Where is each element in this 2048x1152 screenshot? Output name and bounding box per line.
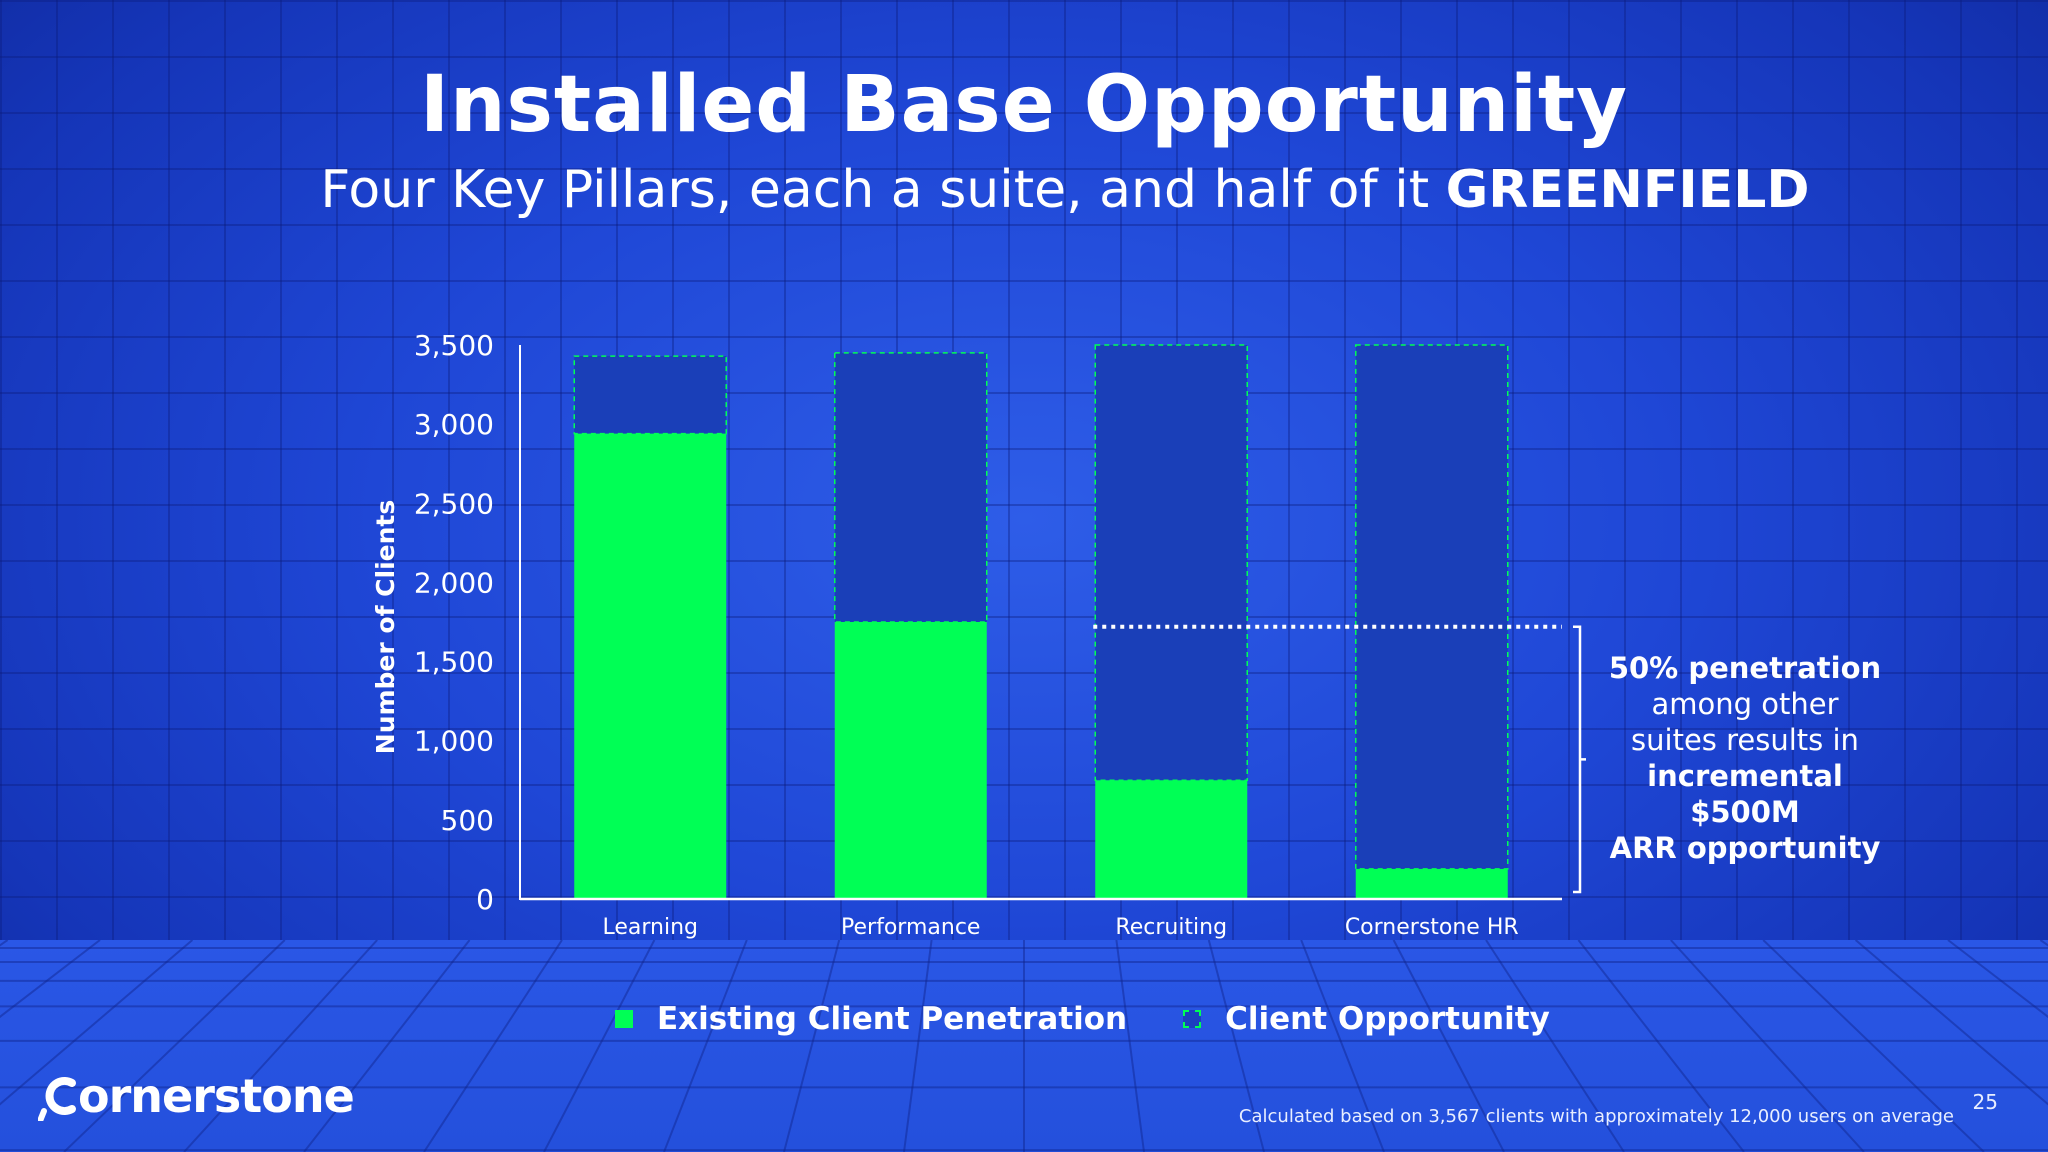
- y-axis-label: Number of Clients: [371, 500, 400, 754]
- annotation-line-4: incremental: [1647, 759, 1843, 793]
- x-tick-label-2: Recruiting: [1115, 915, 1227, 940]
- legend-label-existing: Existing Client Penetration: [657, 1001, 1128, 1037]
- annotation-bracket: [1573, 625, 1586, 894]
- legend-item-existing: Existing Client Penetration: [615, 1001, 1127, 1037]
- chart-legend: Existing Client Penetration Client Oppor…: [615, 997, 1606, 1041]
- legend-swatch-existing: [615, 1010, 633, 1028]
- bar-existing-1: [834, 622, 987, 899]
- y-tick-label-4: 2,000: [414, 566, 494, 599]
- y-tick-label-0: 0: [476, 883, 494, 916]
- bar-existing-3: [1355, 868, 1508, 899]
- bar-opportunity-0: [573, 355, 727, 435]
- annotation-line-6: ARR opportunity: [1609, 831, 1881, 865]
- footnote: Calculated based on 3,567 clients with a…: [1238, 1106, 1954, 1127]
- axes-group: Learning Performance Recruiting Cornerstone…: [371, 329, 1586, 940]
- penetration-annotation: 50% penetration among other suites resul…: [1590, 650, 1900, 866]
- bar-existing-0: [574, 433, 727, 899]
- annotation-line-3: suites results in: [1631, 723, 1859, 757]
- bar-opportunity-3: [1355, 344, 1509, 870]
- y-tick-label-7: 3,500: [414, 329, 494, 362]
- legend-item-opportunity: Client Opportunity: [1183, 1001, 1550, 1037]
- cornerstone-c-logo-icon: [38, 1077, 76, 1121]
- background-floor: [0, 940, 2048, 1152]
- page-number: 25: [1972, 1090, 1998, 1114]
- annotation-line-1: 50% penetration: [1608, 651, 1882, 685]
- logo-wordmark: ornerstone: [78, 1069, 355, 1123]
- y-tick-label-5: 2,500: [414, 487, 494, 520]
- slide-subtitle: Four Key Pillars, each a suite, and half…: [0, 160, 2048, 220]
- legend-swatch-opportunity: [1183, 1010, 1202, 1028]
- x-tick-label-3: Cornerstone HR: [1345, 915, 1519, 940]
- x-tick-label-0: Learning: [602, 915, 698, 940]
- x-tick-label-1: Performance: [841, 915, 980, 940]
- bar-existing-2: [1095, 780, 1248, 899]
- legend-label-opportunity: Client Opportunity: [1225, 1001, 1550, 1037]
- slide-title: Installed Base Opportunity: [419, 60, 1629, 150]
- annotation-line-2: among other: [1651, 687, 1839, 721]
- y-tick-label-2: 1,000: [414, 725, 494, 758]
- bar-opportunity-2: [1094, 344, 1248, 782]
- subtitle-bold: GREENFIELD: [1445, 160, 1810, 220]
- y-tick-label-3: 1,500: [414, 646, 494, 679]
- y-tick-label-1: 500: [441, 804, 494, 837]
- subtitle-plain: Four Key Pillars, each a suite, and half…: [320, 160, 1446, 220]
- y-tick-label-6: 3,000: [414, 408, 494, 441]
- cornerstone-logo: ornerstone: [38, 1068, 355, 1124]
- floor-grid: [0, 940, 2048, 1152]
- annotation-line-5: $500M: [1690, 795, 1800, 829]
- bar-opportunity-1: [834, 352, 988, 623]
- bars-group: [573, 344, 1509, 899]
- background-grid: [0, 0, 2048, 950]
